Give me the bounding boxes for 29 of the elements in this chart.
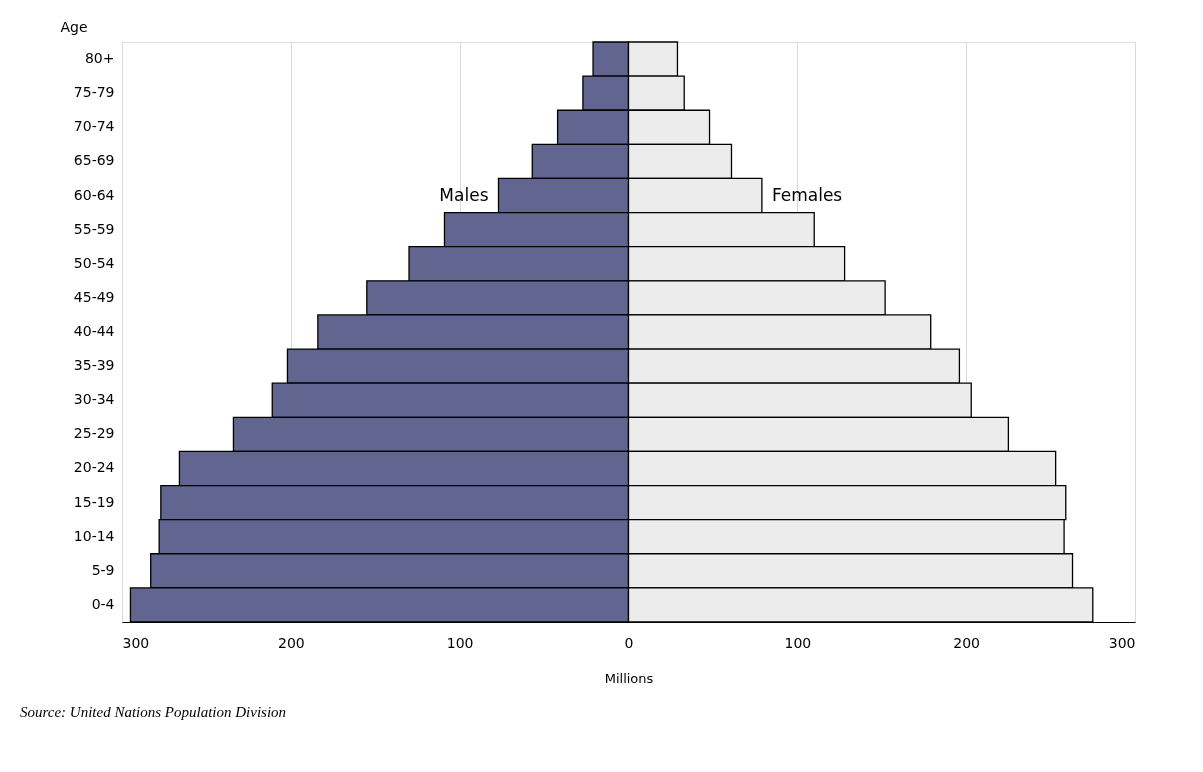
y-tick-label: 25-29 [73, 425, 115, 442]
series-label: Females [771, 184, 843, 205]
x-tick-label: 300 [122, 634, 150, 651]
x-axis-title: Millions [604, 670, 654, 686]
y-tick-label: 80+ [84, 50, 115, 67]
y-tick-label: 50-54 [73, 254, 115, 271]
y-tick-label: 65-69 [73, 152, 115, 169]
source-note: Source: United Nations Population Division [20, 704, 287, 720]
y-tick-label: 0-4 [91, 595, 115, 612]
y-tick-label: 20-24 [73, 459, 115, 476]
y-tick-label: 10-14 [73, 527, 115, 544]
y-tick-label: 30-34 [73, 391, 115, 408]
y-tick-label: 75-79 [73, 84, 115, 101]
y-tick-label: 45-49 [73, 288, 115, 305]
y-tick-label: 5-9 [91, 561, 115, 578]
x-tick-label: 100 [446, 634, 474, 651]
y-tick-label: 35-39 [73, 357, 115, 374]
x-tick-label: 200 [953, 634, 981, 651]
y-axis-title: Age [60, 18, 88, 35]
y-tick-label: 60-64 [73, 186, 115, 203]
x-tick-label: 200 [277, 634, 305, 651]
y-tick-label: 15-19 [73, 493, 115, 510]
series-label: Males [439, 184, 489, 205]
x-tick-label: 0 [624, 634, 634, 651]
x-tick-label: 100 [784, 634, 812, 651]
y-tick-label: 40-44 [73, 323, 115, 339]
x-tick-label: 300 [1108, 634, 1136, 651]
y-tick-label: 70-74 [73, 118, 115, 135]
y-tick-label: 55-59 [73, 220, 115, 237]
